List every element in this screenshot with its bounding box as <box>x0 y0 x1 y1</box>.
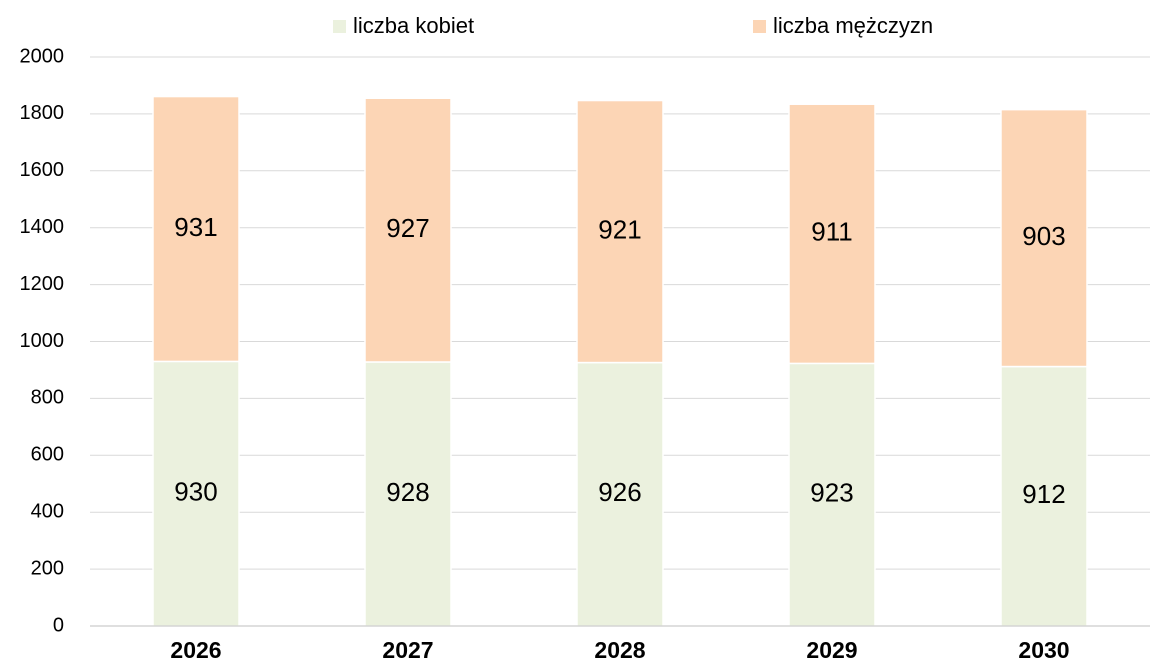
data-label: 911 <box>811 217 852 247</box>
legend-swatch <box>753 20 766 33</box>
data-label: 903 <box>1022 221 1065 251</box>
bar-segment <box>152 95 240 363</box>
legend-swatch <box>333 20 346 33</box>
data-label: 926 <box>598 477 641 507</box>
bar-segment <box>152 360 240 627</box>
data-label: 923 <box>810 478 853 508</box>
x-tick-label: 2028 <box>594 637 645 663</box>
x-tick-label: 2026 <box>170 637 221 663</box>
bar-segment <box>1000 108 1088 368</box>
data-label: 912 <box>1022 479 1065 509</box>
y-tick-label: 1600 <box>20 159 65 181</box>
data-label: 921 <box>598 214 641 244</box>
data-label: 927 <box>386 213 429 243</box>
bar-segment <box>364 97 452 363</box>
data-label: 931 <box>174 212 217 242</box>
y-tick-label: 600 <box>31 444 64 466</box>
y-tick-label: 2000 <box>20 45 65 67</box>
x-tick-label: 2027 <box>382 637 433 663</box>
legend-label: liczba kobiet <box>353 13 474 38</box>
y-tick-label: 1200 <box>20 273 65 295</box>
y-tick-label: 0 <box>53 614 64 636</box>
data-label: 928 <box>386 477 429 507</box>
y-tick-label: 200 <box>31 557 64 579</box>
bar-segment <box>364 361 452 627</box>
legend-label: liczba mężczyzn <box>773 13 933 38</box>
bar-segment <box>788 103 876 365</box>
data-label: 930 <box>174 477 217 507</box>
x-tick-label: 2029 <box>806 637 857 663</box>
bar-segment <box>576 99 664 364</box>
y-tick-label: 1800 <box>20 102 65 124</box>
y-tick-label: 400 <box>31 500 64 522</box>
y-tick-label: 1000 <box>20 330 65 352</box>
x-tick-label: 2030 <box>1018 637 1069 663</box>
y-tick-label: 1400 <box>20 216 65 238</box>
bar-segment <box>576 361 664 627</box>
bar-segment <box>1000 365 1088 627</box>
y-tick-label: 800 <box>31 387 64 409</box>
